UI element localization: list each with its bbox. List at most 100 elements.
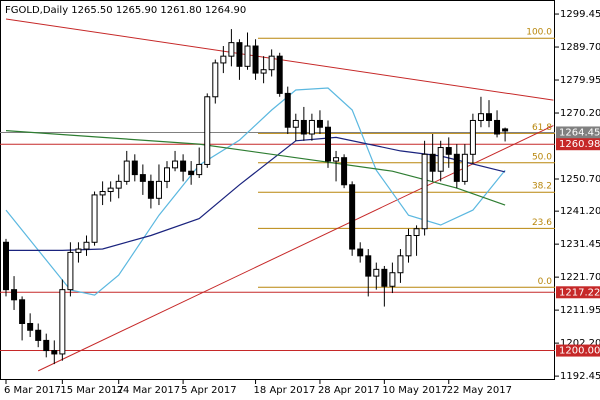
candle-body [3,241,9,291]
price-label-box [556,138,600,151]
x-tick-label: 18 Apr 2017 [254,385,316,396]
candle-body [421,153,428,230]
candle-body [83,241,90,250]
candle-body [228,42,235,57]
fib-label: 23.6 [532,218,552,228]
y-tick-label: 1221.70 [560,272,600,283]
y-tick-label: 1241.20 [560,206,600,217]
candle-body [155,180,162,199]
candle-body [59,289,66,355]
x-tick-label: 6 Mar 2017 [4,385,61,396]
candle-body [244,45,251,67]
price-label: 1264.45 [559,127,600,138]
y-tick-label: 1270.20 [560,108,600,119]
candle-body [107,187,114,193]
candle-body [147,180,154,199]
x-tick-label: 15 Mar 2017 [60,385,123,396]
x-tick-label: 10 May 2017 [382,385,447,396]
y-tick-label: 1202.20 [560,338,600,349]
y-tick-label: 1231.45 [560,239,600,250]
candle-body [300,119,307,135]
y-tick-label: 1289.70 [560,42,600,53]
candle-body [139,174,146,182]
candle-body [276,55,283,94]
candle-body [284,92,291,128]
candle-body [429,153,436,172]
candle-body [405,235,412,257]
y-tick-label: 1299.45 [560,9,600,20]
candle-body [413,228,420,237]
candle-body [212,62,219,98]
y-tick-label: 1250.70 [560,174,600,185]
candle-body [502,128,509,132]
candle-body [35,329,42,341]
fib-label: 38.2 [532,182,552,192]
candle-body [373,268,380,277]
candle-body [99,191,106,196]
x-tick-label: 28 Apr 2017 [318,385,380,396]
candle-body [365,255,372,277]
price-label: 1260.98 [559,139,600,150]
plot-frame [0,0,555,380]
candle-body [325,126,331,162]
candle-body [260,69,267,74]
candle-body [196,163,203,176]
candle-body [172,160,179,169]
candle-body [19,299,26,324]
candle-body [180,160,187,172]
candle-body [252,45,259,74]
x-tick-label: 22 May 2017 [447,385,512,396]
candle-body [51,350,58,355]
fib-label: 0.0 [538,277,553,287]
candle-body [131,160,138,176]
candle-body [123,160,130,182]
price-label: 1217.22 [559,287,600,298]
candle-body [11,289,18,301]
price-label-box [556,286,600,299]
candle-body [292,119,299,128]
candle-body [445,147,452,155]
candle-body [75,248,82,253]
candle-body [494,119,501,135]
candle-body [164,167,170,182]
candle-body [308,119,315,135]
x-tick-label: 5 Apr 2017 [181,385,236,396]
fib-label: 100.0 [526,28,552,38]
candle-body [486,113,492,121]
x-tick-label: 24 Mar 2017 [117,385,180,396]
candle-body [67,251,74,291]
candle-body [204,96,211,165]
y-tick-label: 1279.95 [560,75,600,86]
candle-body [357,248,364,257]
candle-body [477,113,484,121]
candle-body [316,119,323,128]
candle-body [437,147,444,172]
candle-body [469,119,476,155]
y-tick-label: 1211.95 [560,305,600,316]
candle-body [43,339,50,352]
candle-body [453,153,460,182]
chart-title: FGOLD,Daily 1265.50 1265.90 1261.80 1264… [5,5,246,16]
y-tick-label: 1192.45 [560,371,600,382]
candle-body [27,322,34,331]
candle-body [188,170,195,176]
candle-body [333,157,340,162]
candle-body [341,157,348,186]
candle-body [349,184,356,250]
candle-body [381,268,388,287]
price-label: 1200.00 [559,346,600,357]
price-label-box [556,126,600,139]
candle-body [461,153,468,182]
fib-label: 61.8 [532,123,552,133]
candle-body [91,194,98,243]
candle-body [389,272,396,287]
price-label-box [556,344,600,357]
candle-body [220,55,227,64]
moving-average [5,87,506,296]
candle-body [397,255,404,274]
fib-label: 50.0 [532,152,552,162]
candle-body [268,55,275,71]
candle-body [115,180,122,189]
